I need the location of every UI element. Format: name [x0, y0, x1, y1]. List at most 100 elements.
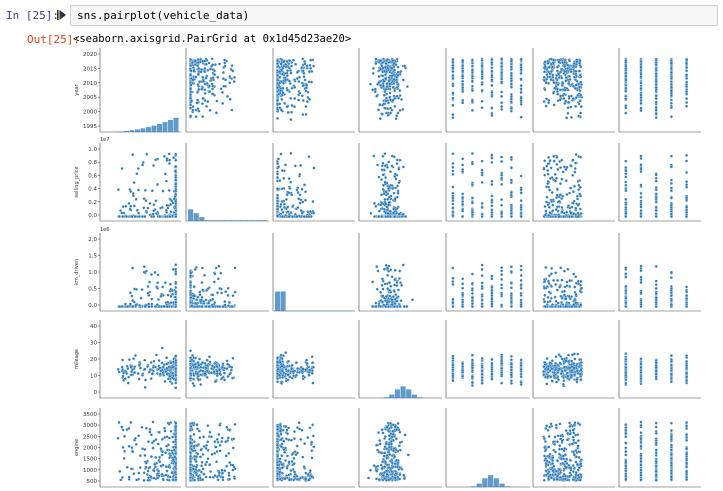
scatter-point: [490, 208, 494, 212]
scatter-point: [669, 215, 673, 219]
scatter-point: [580, 286, 584, 290]
scatter-point: [299, 198, 303, 202]
scatter-point: [390, 66, 394, 70]
scatter-point: [285, 74, 289, 78]
scatter-point: [301, 84, 305, 88]
scatter-point: [280, 215, 285, 219]
scatter-point: [195, 101, 199, 105]
scatter-point: [140, 163, 145, 167]
panel-r1-c3: [358, 143, 442, 222]
scatter-point: [563, 58, 567, 62]
scatter-point: [207, 305, 211, 309]
scatter-point: [669, 66, 673, 70]
scatter-point: [544, 97, 548, 101]
scatter-point: [548, 299, 552, 303]
scatter-point: [685, 104, 689, 108]
hist-bar-r1-b2: [199, 217, 205, 221]
scatter-point: [393, 104, 397, 108]
ytick-engine-5: 1000: [83, 468, 97, 474]
scatter-point: [312, 166, 316, 170]
ytick-selling_price-1: 0.8: [88, 160, 97, 166]
scatter-point: [624, 111, 628, 115]
scatter-point: [560, 278, 564, 282]
code-input[interactable]: sns.pairplot(vehicle_data): [70, 5, 718, 26]
scatter-point: [154, 158, 158, 162]
scatter-point: [669, 205, 673, 210]
scatter-point: [189, 83, 193, 87]
scatter-point: [560, 158, 564, 162]
scatter-point: [198, 57, 203, 61]
ytick-selling_price-2: 0.6: [88, 173, 97, 179]
scatter-point: [546, 181, 550, 186]
scatter-point: [564, 79, 568, 83]
scatter-point: [380, 164, 384, 168]
scatter-point: [451, 185, 455, 189]
scatter-point: [378, 117, 382, 121]
run-cell-icon[interactable]: [57, 10, 66, 20]
scatter-point: [490, 74, 494, 78]
scatter-point: [480, 159, 484, 163]
scatter-point: [542, 286, 547, 290]
scatter-point: [275, 58, 280, 63]
scatter-point: [639, 154, 643, 158]
scatter-point: [136, 372, 140, 376]
scatter-point: [385, 82, 389, 86]
scatter-point: [451, 214, 455, 218]
scatter-point: [223, 58, 227, 62]
scatter-point: [559, 266, 563, 270]
scatter-point: [519, 286, 523, 290]
row-label-km_driven: km_driven: [74, 259, 80, 285]
scatter-point: [570, 305, 574, 309]
offset-selling_price: 1e7: [100, 137, 109, 143]
scatter-point: [224, 290, 228, 294]
scatter-point: [519, 211, 523, 215]
hist-bar-r0-b9: [151, 125, 157, 132]
scatter-point: [384, 61, 388, 66]
offset-km_driven: 1e6: [100, 227, 109, 233]
scatter-point: [278, 102, 282, 106]
scatter-point: [461, 300, 465, 304]
scatter-point: [451, 202, 455, 206]
scatter-point: [509, 59, 513, 63]
scatter-point: [519, 115, 523, 119]
ytick-year-1: 2015: [83, 66, 97, 72]
scatter-point: [470, 213, 474, 217]
scatter-point: [221, 305, 225, 309]
scatter-point: [461, 202, 465, 206]
scatter-point: [174, 263, 178, 267]
output-repr: <seaborn.axisgrid.PairGrid at 0x1d45d23a…: [73, 33, 352, 45]
scatter-point: [555, 205, 559, 209]
scatter-point: [382, 207, 386, 211]
scatter-point: [209, 298, 213, 302]
scatter-point: [386, 266, 390, 270]
panel-r0-c1: [185, 48, 269, 133]
scatter-points-r2-c0: [117, 263, 178, 309]
scatter-point: [397, 212, 401, 216]
scatter-point: [572, 75, 577, 79]
scatter-point: [308, 63, 312, 67]
code-text[interactable]: sns.pairplot(vehicle_data): [77, 9, 250, 22]
scatter-point: [165, 210, 169, 214]
scatter-point: [298, 201, 302, 205]
scatter-point: [307, 70, 311, 74]
scatter-point: [275, 107, 280, 111]
scatter-point: [490, 215, 494, 219]
scatter-point: [306, 90, 310, 94]
hist-bar-r0-b3: [118, 131, 124, 132]
scatter-point: [624, 89, 628, 93]
scatter-point: [159, 294, 163, 298]
scatter-point: [480, 274, 484, 278]
scatter-point: [451, 297, 455, 301]
scatter-point: [284, 197, 289, 201]
scatter-point: [397, 276, 401, 281]
scatter-point: [374, 301, 378, 305]
scatter-point: [191, 65, 195, 70]
scatter-point: [500, 211, 504, 215]
row-label-year: year: [74, 83, 80, 95]
scatter-point: [451, 57, 455, 62]
scatter-point: [283, 101, 287, 105]
scatter-point: [142, 206, 146, 210]
scatter-point: [207, 301, 211, 305]
scatter-point: [509, 211, 513, 216]
scatter-point: [375, 265, 379, 269]
